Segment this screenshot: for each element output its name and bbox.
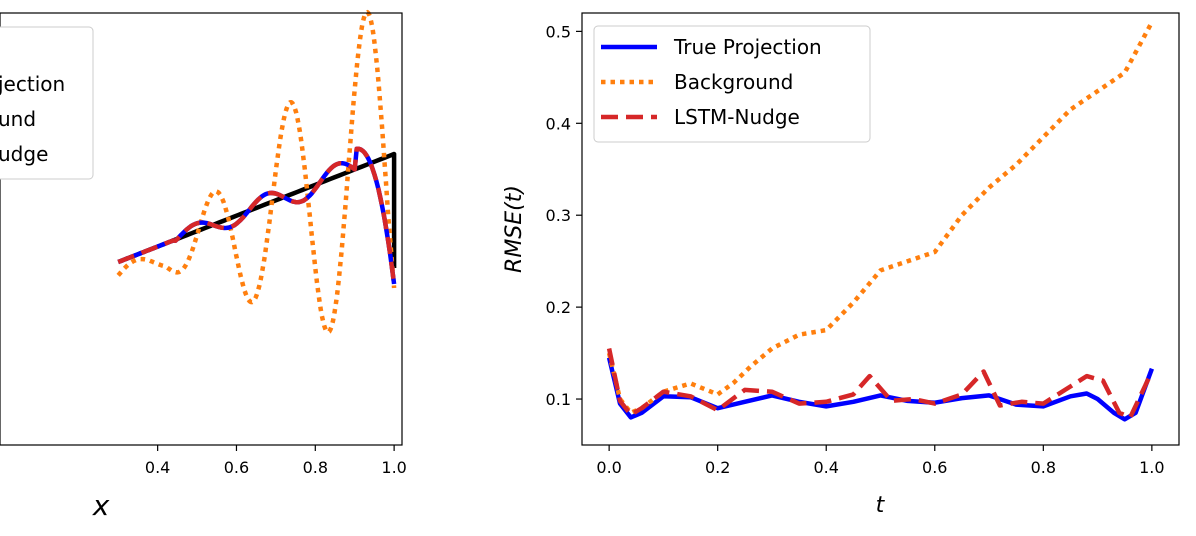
left-x-tick-label: 0.8 xyxy=(303,458,328,477)
right-x-ticks: 0.0 0.2 0.4 0.6 0.8 1.0 xyxy=(596,445,1165,477)
right-x-tick-label: 0.8 xyxy=(1031,458,1056,477)
right-y-ticks: 0.1 0.2 0.3 0.4 0.5 xyxy=(546,22,582,409)
right-legend-entry-true-projection: True Projection xyxy=(673,35,822,59)
right-legend-entry-background: Background xyxy=(674,70,793,94)
right-y-tick-label: 0.4 xyxy=(546,114,571,133)
right-y-tick-label: 0.5 xyxy=(546,22,571,41)
left-x-tick-label: 0.4 xyxy=(145,458,170,477)
left-x-tick-label: 1.0 xyxy=(381,458,406,477)
left-legend-entry-lstm-nudge: udge xyxy=(0,142,48,166)
left-x-tick-label: 0.6 xyxy=(224,458,249,477)
left-legend-entry-background: und xyxy=(0,107,36,131)
right-x-tick-label: 0.2 xyxy=(705,458,730,477)
right-series-lstm-nudge xyxy=(606,348,1154,420)
left-series-lstm-nudge xyxy=(117,146,397,285)
right-x-tick-label: 0.0 xyxy=(596,458,621,477)
right-legend: True Projection Background LSTM-Nudge xyxy=(593,25,871,143)
right-y-tick-label: 0.2 xyxy=(546,298,571,317)
left-series-truth xyxy=(117,151,397,268)
left-series-group xyxy=(116,9,397,335)
right-y-tick-label: 0.3 xyxy=(546,206,571,225)
left-chart: 0.4 0.6 0.8 1.0 x jection und udge xyxy=(0,9,407,522)
left-x-axis-label: x xyxy=(92,489,110,522)
right-x-tick-label: 1.0 xyxy=(1139,458,1164,477)
right-plot-frame xyxy=(581,12,1180,446)
right-series-group xyxy=(606,21,1155,422)
right-x-tick-label: 0.6 xyxy=(922,458,947,477)
right-x-tick-label: 0.4 xyxy=(814,458,839,477)
left-legend: jection und udge xyxy=(0,26,94,180)
right-chart: 0.0 0.2 0.4 0.6 0.8 1.0 0.1 0.2 0.3 0.4 0.5 t RMS… xyxy=(502,12,1180,518)
right-y-tick-label: 0.1 xyxy=(546,390,571,409)
right-series-true-projection xyxy=(606,357,1155,422)
right-y-axis-label: RMSE(t) xyxy=(502,185,527,273)
left-legend-box xyxy=(0,26,94,180)
right-legend-box xyxy=(593,25,871,143)
left-x-ticks: 0.4 0.6 0.8 1.0 xyxy=(145,445,407,477)
right-legend-entry-lstm-nudge: LSTM-Nudge xyxy=(674,105,800,129)
left-legend-entry-true-projection: jection xyxy=(0,72,65,96)
right-x-axis-label: t xyxy=(876,493,886,518)
left-plot-frame xyxy=(0,12,403,446)
